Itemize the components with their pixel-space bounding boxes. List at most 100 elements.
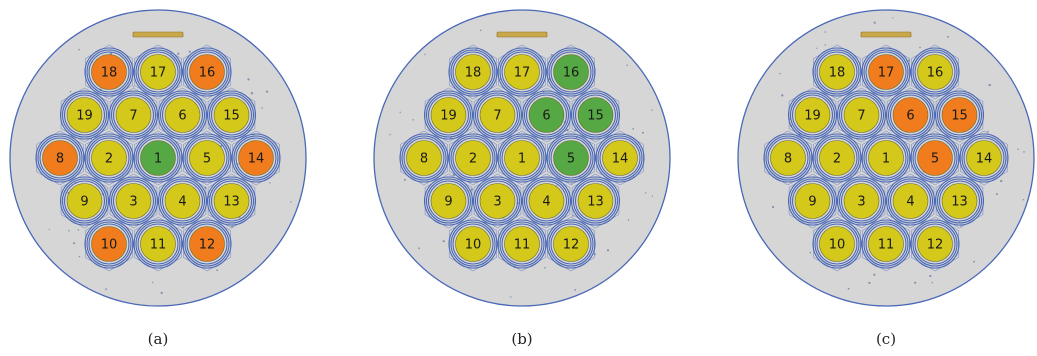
- pin-fill: [553, 226, 589, 262]
- pin-label: 12: [199, 238, 216, 253]
- pin-ring: [233, 135, 279, 181]
- pin-label: 8: [420, 152, 428, 167]
- fuel-pin-4: 4: [157, 173, 208, 229]
- alignment-bar: [496, 31, 548, 38]
- hex-cell: [911, 216, 959, 272]
- hex-cell: [424, 87, 473, 143]
- pin-ring: [570, 90, 621, 140]
- pin-ring: [934, 176, 985, 226]
- pin-label: 19: [76, 109, 93, 124]
- pin-ring: [137, 51, 179, 93]
- pin-ring: [572, 92, 619, 138]
- pin-ring: [161, 180, 204, 222]
- pin-ring: [497, 133, 547, 183]
- pin-ring: [472, 176, 523, 226]
- pin-ring: [548, 135, 594, 181]
- pin-ring: [59, 176, 110, 226]
- fuel-pin-9: 9: [59, 173, 110, 229]
- hex-cell: [232, 130, 280, 186]
- speckle-dot: [510, 296, 512, 298]
- speckle-dot: [247, 78, 250, 81]
- pin-ring: [450, 135, 496, 181]
- pin-fill: [504, 140, 540, 176]
- pin-label: 9: [808, 195, 816, 210]
- pin-ring: [499, 135, 545, 181]
- speckle-dot: [68, 229, 70, 232]
- speckle-dot: [571, 215, 574, 217]
- pin-label: 14: [248, 152, 265, 167]
- pin-ring: [865, 51, 907, 93]
- speckle-dot: [403, 178, 406, 181]
- pin-ring: [570, 176, 621, 226]
- pin-ring: [135, 221, 181, 267]
- speckle-dot: [550, 53, 553, 56]
- pin-ring: [961, 135, 1007, 181]
- pin-ring: [208, 178, 255, 224]
- fuel-pin-1: 1: [133, 130, 183, 186]
- fuel-pin-13: 13: [206, 173, 257, 229]
- fuel-pin-6: 6: [157, 87, 208, 143]
- pin-ring: [35, 133, 85, 183]
- pin-label: 6: [178, 109, 186, 124]
- pin-fill: [455, 140, 491, 176]
- hex-cell: [85, 216, 133, 272]
- fuel-pin-5: 5: [546, 130, 596, 186]
- pin-fill: [892, 97, 929, 133]
- hex-cell: [911, 130, 959, 186]
- pin-fill: [91, 54, 127, 90]
- pin-ring: [108, 176, 159, 226]
- hex-cell: [886, 173, 935, 229]
- pin-ring: [936, 178, 983, 224]
- pin-ring: [521, 176, 572, 226]
- fuel-pin-3: 3: [836, 173, 887, 229]
- pin-ring: [787, 90, 838, 140]
- pin-fill: [164, 97, 201, 133]
- pin-ring: [137, 223, 179, 265]
- hex-cell: [158, 87, 207, 143]
- pin-ring: [133, 219, 183, 269]
- fuel-pin-12: 12: [546, 216, 596, 272]
- pin-ring: [550, 223, 592, 265]
- pin-ring: [525, 94, 568, 136]
- pin-fill: [91, 226, 127, 262]
- pin-ring: [861, 47, 911, 97]
- pin-fill: [553, 140, 589, 176]
- hex-cell: [547, 44, 595, 100]
- speckle-dot: [133, 86, 135, 88]
- pin-label: 19: [440, 109, 457, 124]
- hex-cell: [498, 44, 546, 100]
- pin-fill: [917, 140, 953, 176]
- pin-label: 10: [829, 238, 846, 253]
- pin-label: 15: [951, 109, 968, 124]
- pin-ring: [403, 137, 445, 179]
- pin-fill: [553, 54, 589, 90]
- pin-ring: [791, 180, 834, 222]
- pin-fill: [917, 226, 953, 262]
- speckle-dot: [109, 52, 113, 55]
- pin-ring: [767, 137, 809, 179]
- pin-ring: [401, 135, 447, 181]
- pin-ring: [182, 133, 232, 183]
- pin-ring: [765, 135, 811, 181]
- pin-ring: [210, 94, 253, 136]
- pin-ring: [889, 94, 932, 136]
- pin-label: 11: [878, 238, 895, 253]
- fuel-pin-5: 5: [182, 130, 232, 186]
- pin-ring: [88, 223, 130, 265]
- pin-ring: [936, 92, 983, 138]
- speckle-dot: [627, 219, 630, 221]
- pin-label: 11: [150, 238, 167, 253]
- pin-label: 18: [829, 66, 846, 81]
- pin-fill: [794, 97, 831, 133]
- pin-label: 2: [469, 152, 477, 167]
- pin-ring: [84, 219, 134, 269]
- pin-label: 4: [906, 195, 914, 210]
- pin-ring: [184, 135, 230, 181]
- fuel-pin-7: 7: [108, 87, 159, 143]
- hex-cell: [788, 173, 837, 229]
- speckle-dot: [216, 269, 219, 272]
- pin-ring: [210, 180, 253, 222]
- pin-ring: [938, 94, 981, 136]
- pin-label: 9: [80, 195, 88, 210]
- pin-ring: [110, 178, 157, 224]
